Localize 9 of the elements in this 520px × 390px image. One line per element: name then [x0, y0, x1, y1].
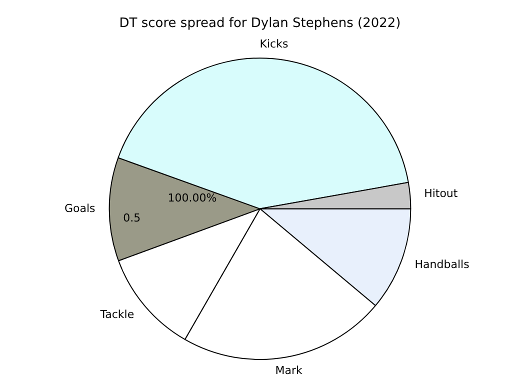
slice-label: Goals: [64, 202, 96, 216]
chart-title: DT score spread for Dylan Stephens (2022): [119, 16, 401, 32]
slice-label: Handballs: [414, 258, 470, 271]
slice-label: Mark: [275, 364, 304, 377]
slice-label: Kicks: [260, 38, 288, 51]
slice-label: Hitout: [424, 187, 458, 200]
text: 0.5: [123, 212, 141, 225]
slice-label: Tackle: [99, 308, 134, 321]
text: 100.00%: [168, 192, 217, 205]
